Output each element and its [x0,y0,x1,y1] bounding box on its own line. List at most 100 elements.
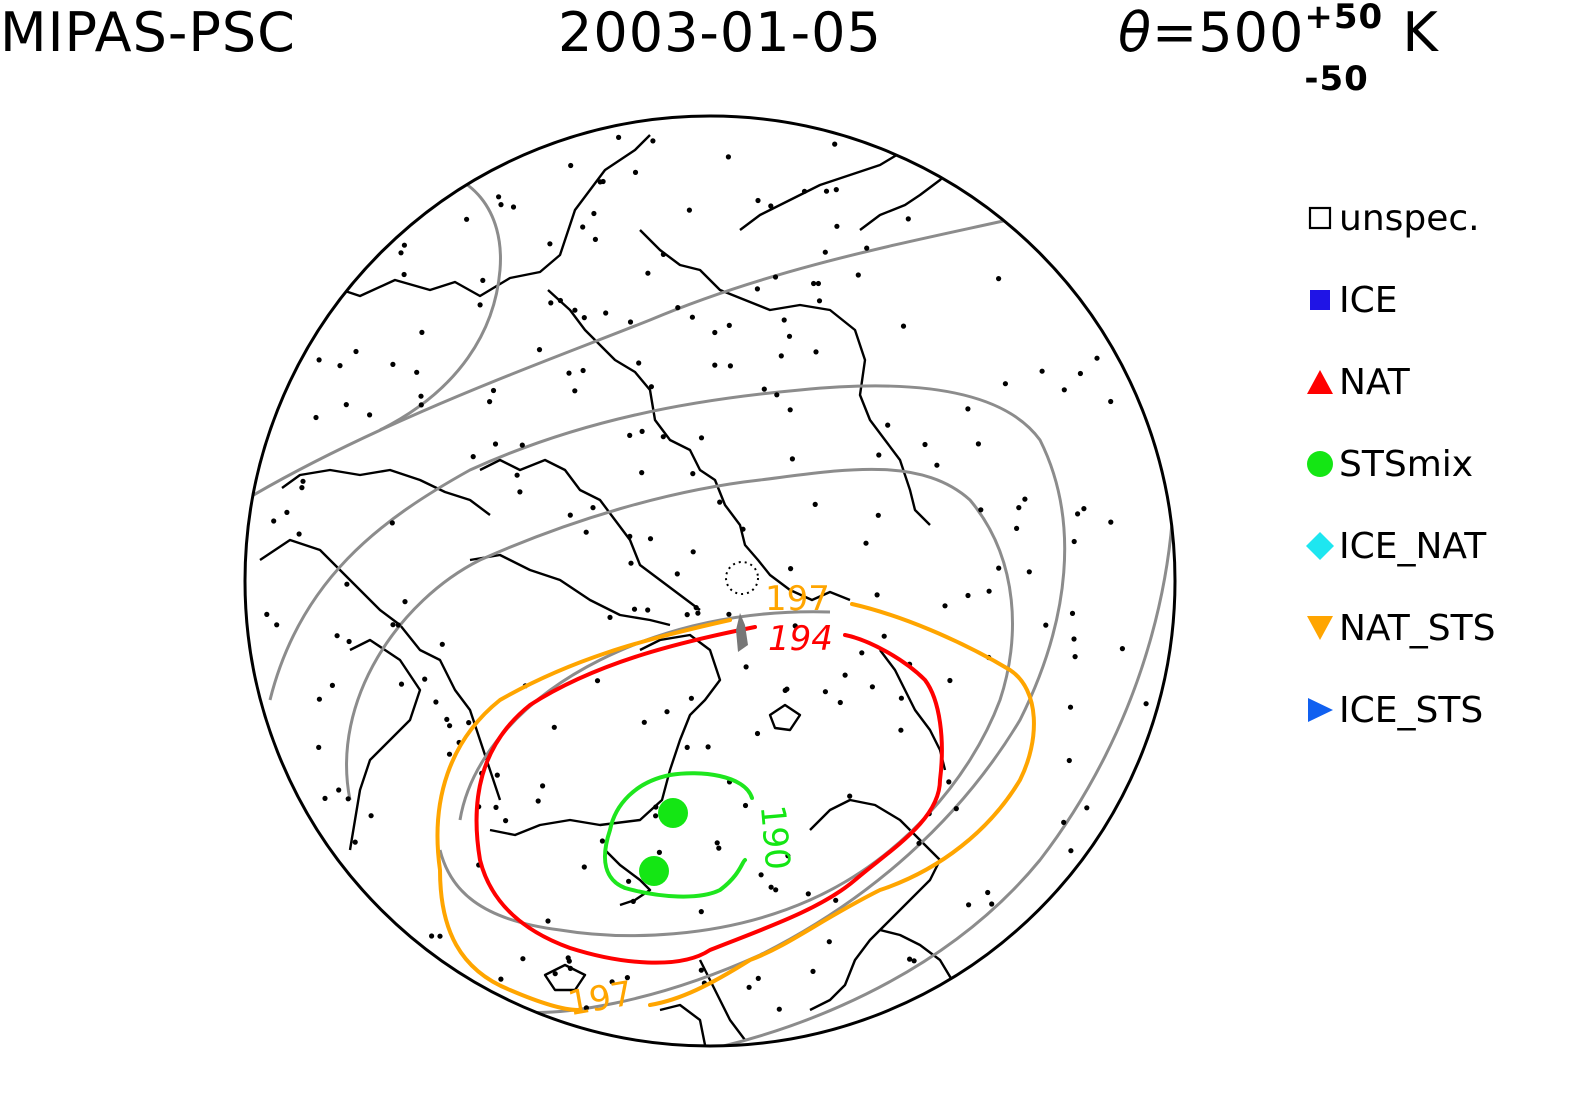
observation-dot [690,549,696,555]
observation-dot [535,798,541,804]
observation-dot [299,485,305,491]
observation-dot [787,407,793,413]
observation-dot [336,787,342,793]
observation-dot [284,509,290,515]
observation-dot [975,441,982,447]
observation-dot [447,723,453,729]
contour-197-line-east [648,602,1036,1007]
observation-dot [1022,496,1028,502]
observation-dot [316,696,322,702]
observation-dot [609,979,615,985]
observation-dot [784,686,790,692]
legend-item-ice-nat: ICE_NAT [1305,524,1486,568]
observation-dot [316,357,322,363]
gray-isolines [245,168,1175,1046]
legend-label: STSmix [1339,443,1474,485]
observation-dot [905,216,911,222]
theta-upper-range: +50 [1304,0,1384,37]
observation-dot [444,716,450,723]
observation-dot [693,605,699,611]
observation-dot [689,314,696,320]
observation-dot [477,302,483,308]
observation-dot [630,898,636,905]
observation-dot [493,804,499,811]
observation-dot [594,678,601,684]
filled-square-icon [1310,290,1330,310]
observation-dot [470,454,476,460]
legend-label: ICE_STS [1339,689,1484,731]
observation-dot [517,489,523,495]
map-content [245,133,1175,1046]
observation-dot [390,361,396,367]
observation-dot [911,958,917,964]
observation-dot [675,305,681,311]
observation-dot [698,909,704,915]
observation-dot [833,897,839,903]
legend-label: ICE_NAT [1339,525,1487,567]
observation-dot [580,367,586,374]
observation-dot [572,307,578,313]
observation-dot [674,571,680,577]
observation-dot [650,138,656,144]
observation-dot [786,333,793,339]
observation-dot [801,188,808,194]
observation-dot [758,872,764,878]
observation-dot [717,499,723,505]
observation-dot [789,456,796,462]
theta-symbol: θ [1118,1,1153,64]
observation-dot [965,406,971,412]
stsmix-marker [639,856,669,886]
observation-dot [900,323,907,329]
observation-dot [395,622,401,628]
observation-dot [344,581,350,587]
observation-dot [686,207,693,213]
legend-label: unspec. [1339,197,1480,239]
observation-dot [627,533,633,540]
observation-dot [567,512,573,518]
observation-dot [519,442,525,448]
observation-dot [540,783,546,789]
observation-dot [398,681,405,687]
observation-dots [264,134,1149,1012]
pole-features [725,561,759,652]
observation-dot [778,353,784,359]
stsmix-marker [658,798,688,828]
observation-dot [496,194,502,200]
observation-dot [1143,701,1149,707]
legend-item-ice-sts: ICE_STS [1305,688,1483,732]
observation-dot [322,795,328,802]
observation-dot [792,623,798,629]
observation-dot [855,272,861,278]
observation-dot [572,388,578,394]
observation-dot [401,242,407,248]
observation-dot [592,236,599,242]
observation-dot [632,169,639,175]
observation-dot [352,839,358,845]
observation-dot [487,399,493,405]
observation-dot [726,611,732,617]
observation-dot [603,310,609,316]
observation-dot [353,348,359,355]
legend-label: ICE [1339,279,1398,321]
observation-dot [898,695,905,701]
observation-dot [788,566,794,572]
observation-dot [446,751,453,757]
observation-dot [859,650,865,656]
observation-dot [1026,569,1032,575]
observation-dot [1071,538,1077,545]
observation-dot [978,507,984,513]
observation-dot [916,840,922,846]
observation-dot [419,329,425,335]
observation-dot [989,901,995,907]
observation-dot [805,891,811,897]
observation-dot [300,478,306,484]
coastline-north-pacific [299,134,651,298]
observation-dot [1067,704,1074,710]
observation-dot [953,806,959,812]
observation-dot [390,622,396,628]
coastline-hudson-bay [348,638,422,851]
triangle-down-icon [1307,616,1333,640]
coastline-iceland [543,963,587,992]
coastline-siberia [547,289,851,602]
observation-dot [510,204,517,210]
